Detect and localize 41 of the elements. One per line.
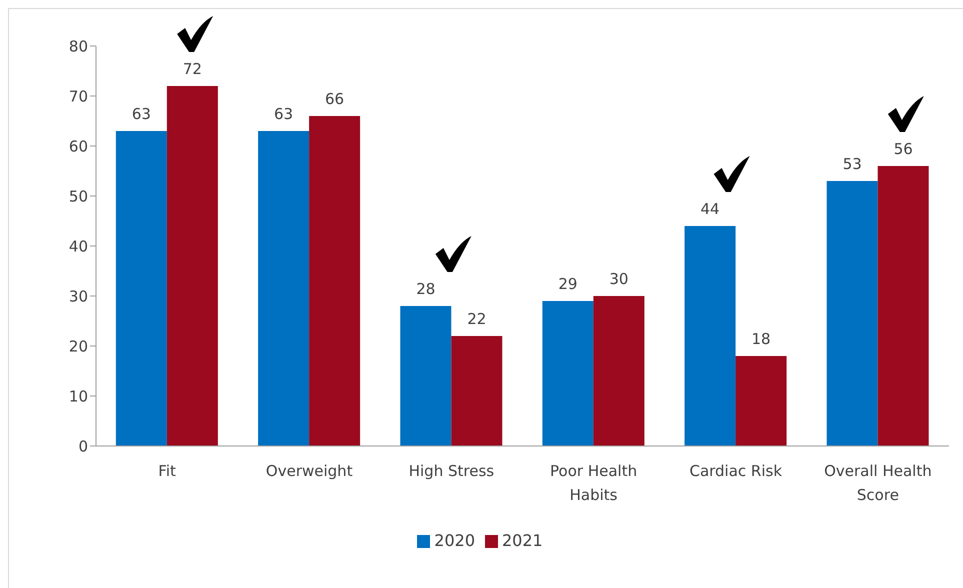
legend-label: 2020 xyxy=(434,531,475,550)
x-tick-label: Overall Health Score xyxy=(824,462,932,504)
y-tick-label: 30 xyxy=(68,287,88,306)
bar xyxy=(826,181,878,446)
y-tick-label: 10 xyxy=(68,387,88,406)
data-label: 22 xyxy=(467,310,486,328)
x-tick-label: High Stress xyxy=(408,462,494,480)
data-label: 18 xyxy=(752,330,771,348)
bar xyxy=(116,131,167,446)
data-label: 63 xyxy=(132,105,151,123)
bar xyxy=(258,131,310,446)
y-tick-label: 70 xyxy=(68,87,88,106)
bar xyxy=(309,116,360,446)
y-tick-label: 0 xyxy=(78,437,88,456)
data-label: 66 xyxy=(325,90,344,108)
x-tick-label: Fit xyxy=(158,462,176,480)
data-label: 29 xyxy=(558,275,578,293)
bar xyxy=(736,356,787,446)
data-label: 28 xyxy=(416,280,436,298)
y-tick-label: 80 xyxy=(68,37,88,56)
bar xyxy=(593,296,644,446)
bar xyxy=(878,166,929,446)
bar xyxy=(166,86,218,446)
y-tick-label: 20 xyxy=(68,337,88,356)
data-label: 30 xyxy=(609,270,628,288)
bar xyxy=(684,226,736,446)
bar xyxy=(542,301,594,446)
bar xyxy=(400,306,452,446)
x-tick-label: Overweight xyxy=(266,462,353,480)
y-tick-label: 50 xyxy=(68,187,88,206)
legend-label: 2021 xyxy=(502,531,543,550)
data-label: 72 xyxy=(182,60,202,78)
y-tick-label: 60 xyxy=(68,137,88,156)
data-label: 53 xyxy=(842,155,862,173)
bar xyxy=(451,336,502,446)
x-tick-label: Poor Health Habits xyxy=(550,462,638,504)
data-label: 63 xyxy=(274,105,294,123)
x-tick-label: Cardiac Risk xyxy=(689,462,782,480)
y-tick-label: 40 xyxy=(68,237,88,256)
data-label: 44 xyxy=(700,200,720,218)
data-label: 56 xyxy=(894,140,913,158)
